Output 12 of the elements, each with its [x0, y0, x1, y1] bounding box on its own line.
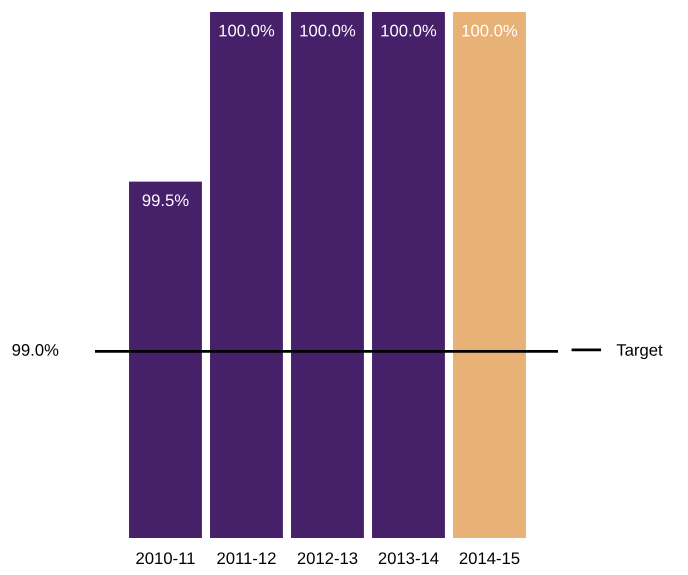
data-label: 99.5%: [142, 194, 189, 206]
data-label: 100.0%: [219, 24, 274, 36]
data-label: 100.0%: [300, 24, 356, 36]
text: 99.0%: [12, 344, 58, 356]
data-label: 100.0%: [462, 24, 518, 36]
data-label: 100.0%: [381, 24, 436, 36]
x-tick-label: 2014-15: [460, 552, 520, 564]
x-tick-label: 2011-12: [217, 552, 276, 564]
x-tick-label: 2012-13: [298, 552, 358, 564]
x-tick-label: 2013-14: [378, 552, 439, 564]
x-tick-label: 2010-11: [136, 552, 195, 564]
ref-line-label: Target: [616, 344, 663, 360]
